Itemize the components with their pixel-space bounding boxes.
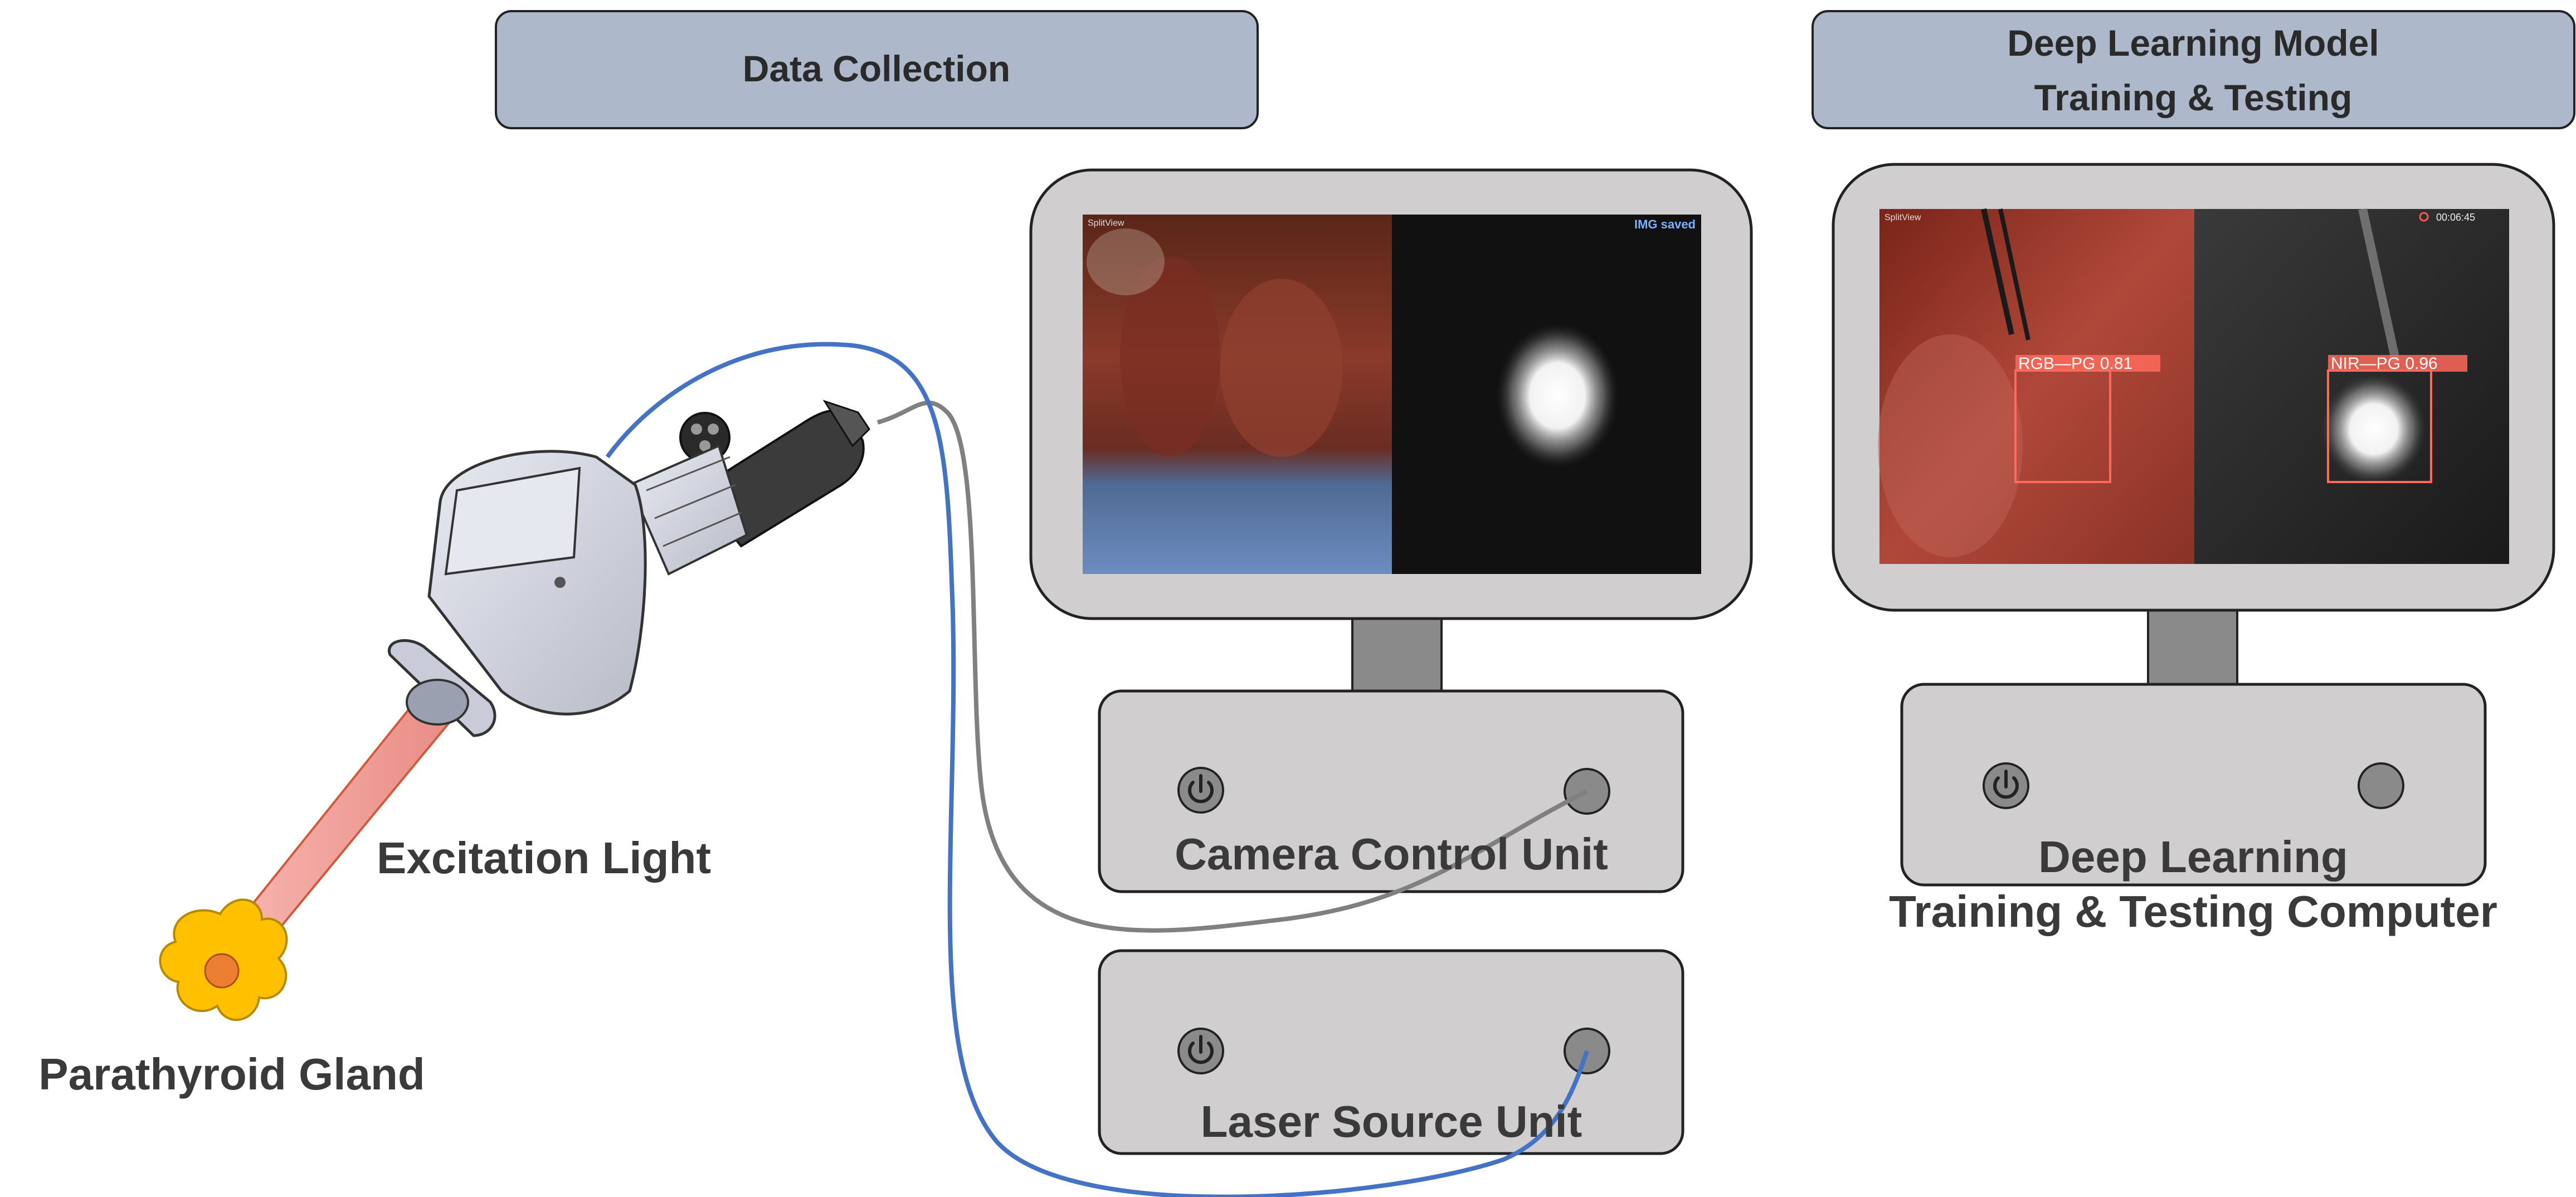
label-excitation-light: Excitation Light	[377, 833, 711, 883]
laser-source-unit	[1098, 949, 1684, 1155]
detection-label-rgb: RGB—PG 0.81	[2018, 354, 2132, 373]
monitor-right-view-label: SplitView	[1884, 213, 1921, 222]
header-deep-learning-line2: Training & Testing	[2034, 77, 2353, 118]
deep-learning-computer	[1900, 683, 2487, 887]
rgb-view-right	[1879, 209, 2194, 564]
header-deep-learning-line1: Deep Learning Model	[2007, 22, 2379, 64]
label-parathyroid-gland: Parathyroid Gland	[38, 1049, 425, 1099]
camera-head-icon	[387, 400, 870, 737]
label-camera-control-unit: Camera Control Unit	[1175, 829, 1608, 879]
monitor-right: SplitView 00:06:45 RGB—PG 0.81 NIR—PG 0.…	[1832, 163, 2555, 687]
ccu-power-icon[interactable]	[1177, 767, 1224, 814]
computer-power-icon[interactable]	[1983, 762, 2029, 809]
monitor-left-status: IMG saved	[1634, 217, 1696, 231]
monitor-left: SplitView IMG saved	[1029, 168, 1753, 692]
monitor-right-stand	[2147, 609, 2238, 687]
header-data-collection-text: Data Collection	[743, 48, 1010, 89]
excitation-beam	[241, 689, 459, 938]
monitor-left-view-label: SplitView	[1088, 218, 1124, 228]
detection-label-nir: NIR—PG 0.96	[2331, 354, 2438, 373]
monitor-left-stand	[1351, 615, 1443, 692]
nir-signal-spot	[1496, 323, 1619, 468]
label-computer-line1: Deep Learning	[2038, 832, 2348, 882]
record-icon	[2419, 212, 2429, 222]
computer-connector-port	[2358, 762, 2404, 809]
monitor-left-screen: SplitView IMG saved	[1083, 215, 1701, 574]
monitor-right-timer: 00:06:45	[2436, 212, 2475, 223]
laser-power-icon[interactable]	[1177, 1028, 1224, 1074]
laser-cable	[605, 342, 1589, 1197]
camera-cable	[876, 400, 1588, 933]
header-deep-learning: Deep Learning Model Training & Testing	[1812, 10, 2575, 129]
monitor-right-screen: SplitView 00:06:45 RGB—PG 0.81 NIR—PG 0.…	[1878, 208, 2509, 564]
label-computer-line2: Training & Testing Computer	[1889, 887, 2497, 936]
parathyroid-gland-icon	[159, 898, 288, 1021]
header-data-collection: Data Collection	[495, 10, 1259, 129]
label-laser-source-unit: Laser Source Unit	[1201, 1097, 1582, 1146]
